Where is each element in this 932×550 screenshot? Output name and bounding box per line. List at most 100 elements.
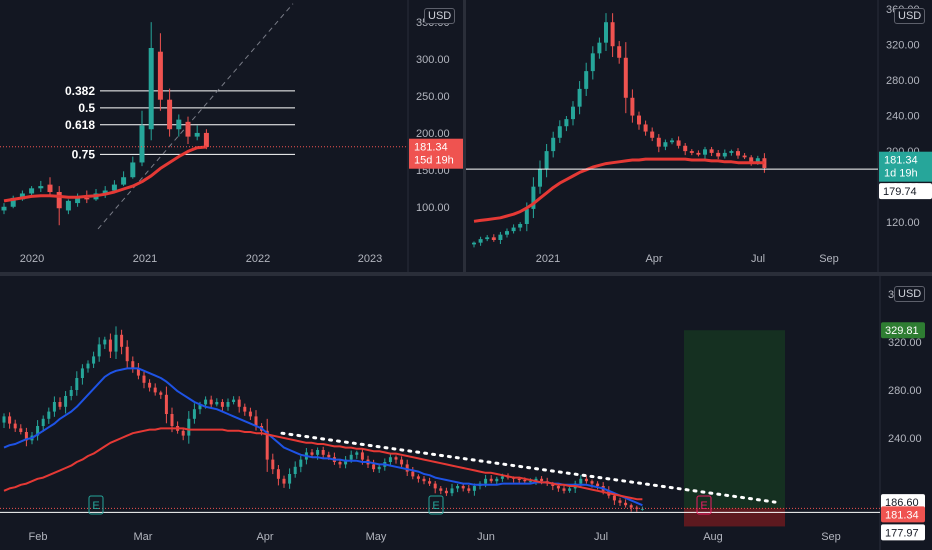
y-axis-tick-label: 200.00 bbox=[416, 128, 450, 140]
candle-body bbox=[562, 488, 566, 491]
stop-tag-label-bg bbox=[881, 524, 925, 541]
pane-divider-horizontal[interactable] bbox=[0, 272, 932, 276]
candle-body bbox=[209, 399, 213, 405]
candle-body bbox=[148, 382, 152, 388]
currency-label[interactable]: USD bbox=[424, 8, 456, 24]
weekly-chart[interactable]: 360.00320.00280.00240.00200.00160.00120.… bbox=[466, 0, 932, 272]
candle-body bbox=[299, 459, 303, 467]
candle-body bbox=[590, 481, 594, 484]
candle-body bbox=[47, 184, 53, 192]
pane-divider-vertical[interactable] bbox=[463, 0, 466, 272]
candle-body bbox=[498, 234, 503, 240]
candle-body bbox=[703, 149, 707, 155]
candle-body bbox=[157, 51, 163, 100]
candle-body bbox=[192, 409, 196, 419]
x-axis-tick-label: Apr bbox=[645, 253, 662, 265]
candle-body bbox=[84, 197, 90, 200]
y-axis-tick-label: 320.00 bbox=[886, 39, 920, 51]
candle-body bbox=[643, 124, 648, 132]
y-axis-tick-label: 320.00 bbox=[888, 337, 922, 349]
candle-body bbox=[467, 488, 471, 491]
candle-body bbox=[232, 399, 236, 402]
candle-body bbox=[65, 200, 71, 211]
weekly-chart-pane[interactable]: 360.00320.00280.00240.00200.00160.00120.… bbox=[466, 0, 932, 272]
monthly-chart[interactable]: 350.00300.00250.00200.00150.00100.000.38… bbox=[0, 0, 463, 272]
candle-body bbox=[338, 462, 342, 465]
x-axis-tick-label: 2021 bbox=[133, 253, 157, 265]
candle-body bbox=[495, 478, 499, 482]
candle-body bbox=[198, 404, 202, 410]
candle-body bbox=[755, 158, 760, 162]
price-tag-label-bg bbox=[881, 506, 925, 523]
candle-body bbox=[556, 486, 560, 489]
x-axis-tick-label: May bbox=[366, 531, 387, 543]
candle-body bbox=[19, 428, 23, 432]
fib-level-label: 0.618 bbox=[65, 118, 95, 132]
candle-body bbox=[676, 140, 681, 146]
candle-body bbox=[29, 188, 35, 194]
candle-body bbox=[69, 390, 73, 396]
candle-body bbox=[422, 478, 426, 482]
candle-body bbox=[617, 46, 622, 58]
candle-body bbox=[656, 137, 661, 147]
y-axis-tick-label: 280.00 bbox=[888, 385, 922, 397]
candle-body bbox=[167, 99, 173, 130]
candle-body bbox=[64, 396, 68, 407]
candle-body bbox=[596, 483, 600, 486]
candle-body bbox=[450, 488, 454, 494]
candle-body bbox=[226, 402, 230, 407]
candle-body bbox=[590, 53, 595, 72]
candle-body bbox=[316, 450, 320, 455]
earnings-marker-label: E bbox=[92, 500, 99, 512]
candle-body bbox=[624, 502, 628, 506]
stop-zone bbox=[684, 508, 785, 527]
candle-body bbox=[428, 481, 432, 484]
candle-body bbox=[187, 418, 191, 436]
earnings-marker bbox=[428, 495, 444, 515]
candle-body bbox=[1, 206, 7, 211]
daily-chart-pane[interactable]: 360.00320.00280.00240.00EEE329.81186.601… bbox=[0, 276, 932, 550]
candle-body bbox=[557, 126, 562, 138]
price-tag-label: 181.34 bbox=[414, 142, 448, 154]
countdown-label: 1d 19h bbox=[884, 168, 918, 180]
candle-body bbox=[736, 151, 740, 156]
candle-body bbox=[176, 119, 182, 130]
candle-body bbox=[41, 418, 45, 426]
candle-body bbox=[518, 224, 523, 228]
candle-body bbox=[194, 132, 200, 137]
moving-average-line bbox=[473, 157, 765, 223]
price-tag-label: 181.34 bbox=[885, 509, 919, 521]
candle-body bbox=[500, 476, 504, 479]
candle-body bbox=[276, 469, 280, 479]
y-axis-tick-label: 300.00 bbox=[416, 54, 450, 66]
candle-body bbox=[220, 402, 224, 407]
currency-label[interactable]: USD bbox=[894, 286, 926, 302]
target-tag-label-bg bbox=[881, 322, 925, 339]
level-tag-label: 179.74 bbox=[883, 186, 917, 198]
earnings-marker bbox=[696, 495, 712, 515]
moving-average-line bbox=[3, 367, 643, 507]
candle-body bbox=[355, 452, 359, 455]
daily-chart[interactable]: 360.00320.00280.00240.00EEE329.81186.601… bbox=[0, 276, 932, 550]
fib-level-label: 0.75 bbox=[72, 147, 96, 161]
candle-body bbox=[597, 42, 602, 54]
candle-body bbox=[663, 142, 668, 147]
candle-body bbox=[265, 430, 269, 460]
candle-body bbox=[540, 478, 544, 482]
candle-body bbox=[394, 457, 398, 460]
candle-body bbox=[130, 162, 136, 178]
candle-body bbox=[551, 137, 556, 152]
stop-tag-label: 177.97 bbox=[885, 527, 919, 539]
y-axis-tick-label: 120.00 bbox=[886, 217, 920, 229]
target-tag-label: 329.81 bbox=[885, 325, 919, 337]
candle-body bbox=[604, 22, 608, 43]
candle-body bbox=[237, 399, 241, 407]
candle-body bbox=[472, 486, 476, 491]
candle-body bbox=[478, 239, 483, 243]
monthly-chart-pane[interactable]: 350.00300.00250.00200.00150.00100.000.38… bbox=[0, 0, 463, 272]
currency-label[interactable]: USD bbox=[894, 8, 926, 24]
candle-body bbox=[111, 184, 117, 191]
candle-body bbox=[491, 237, 496, 240]
y-axis-tick-label: 250.00 bbox=[416, 91, 450, 103]
candle-body bbox=[139, 125, 145, 163]
